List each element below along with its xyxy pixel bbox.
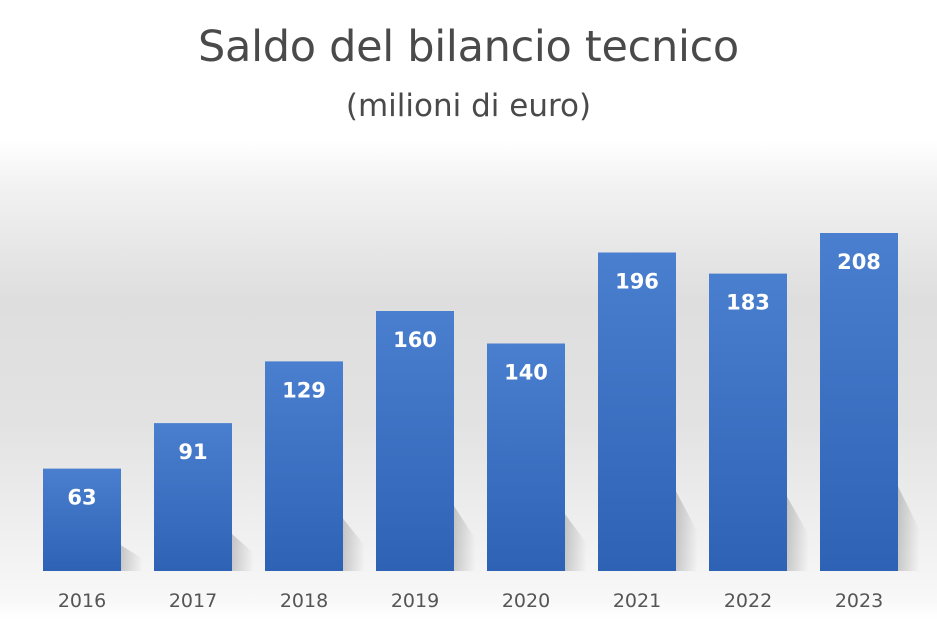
bar-shadow-2017 bbox=[232, 534, 254, 571]
x-tick-label: 2023 bbox=[835, 590, 883, 612]
chart-subtitle: (milioni di euro) bbox=[345, 88, 592, 124]
bar-2020 bbox=[487, 343, 565, 571]
bar-value-labels: 63 91 129 160 140 196 183 208 bbox=[67, 250, 881, 510]
bar-value-label: 208 bbox=[837, 250, 881, 274]
bar-shadows bbox=[121, 486, 920, 571]
bar-shadow-2018 bbox=[343, 518, 365, 571]
x-tick-label: 2022 bbox=[724, 590, 772, 612]
x-tick-label: 2016 bbox=[58, 590, 106, 612]
bar-value-label: 196 bbox=[615, 270, 659, 294]
bar-shadow-2023 bbox=[898, 486, 920, 571]
bar-value-label: 140 bbox=[504, 361, 548, 385]
bar-2017 bbox=[154, 423, 232, 571]
bar-2021 bbox=[598, 252, 676, 571]
bar-2019 bbox=[376, 311, 454, 571]
x-tick-label: 2020 bbox=[502, 590, 550, 612]
chart-title: Saldo del bilancio tecnico bbox=[198, 22, 739, 72]
x-tick-label: 2019 bbox=[391, 590, 439, 612]
bar-value-label: 160 bbox=[393, 328, 437, 352]
bar-value-label: 91 bbox=[178, 440, 207, 464]
x-tick-label: 2021 bbox=[613, 590, 661, 612]
bar-shadow-2016 bbox=[121, 545, 143, 571]
bar-value-label: 183 bbox=[726, 291, 770, 315]
bar-value-label: 129 bbox=[282, 378, 326, 402]
x-tick-label: 2018 bbox=[280, 590, 328, 612]
bars bbox=[43, 233, 898, 571]
bar-shadow-2019 bbox=[454, 506, 476, 571]
bar-2016 bbox=[43, 468, 121, 571]
bar-2022 bbox=[709, 273, 787, 571]
bar-shadow-2021 bbox=[676, 491, 698, 571]
bar-shadow-2022 bbox=[787, 496, 809, 571]
x-tick-label: 2017 bbox=[169, 590, 217, 612]
x-axis-tick-labels: 2016 2017 2018 2019 2020 2021 2022 2023 bbox=[58, 590, 883, 612]
bar-2018 bbox=[265, 361, 343, 571]
bar-2023 bbox=[820, 233, 898, 571]
bar-value-label: 63 bbox=[67, 486, 96, 510]
bar-shadow-2020 bbox=[565, 514, 587, 571]
